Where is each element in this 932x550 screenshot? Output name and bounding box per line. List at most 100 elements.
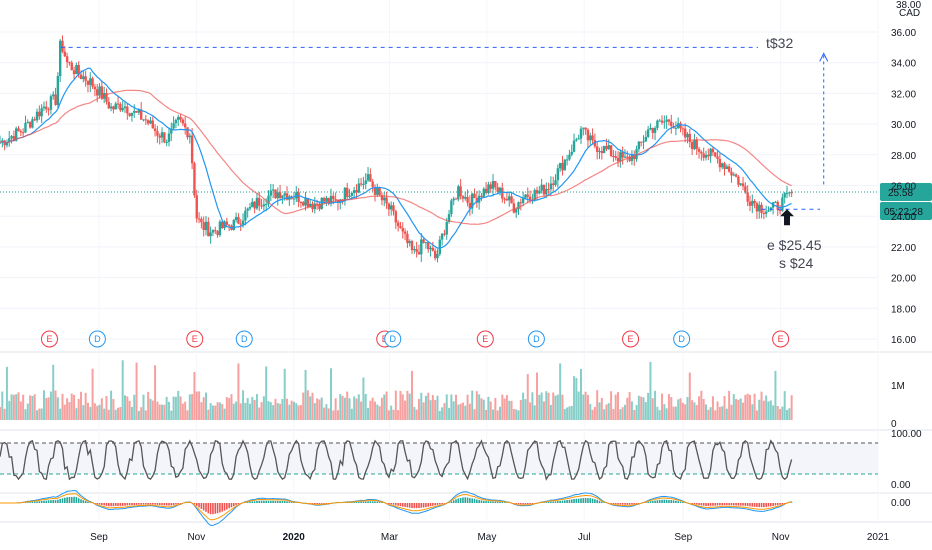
candle-body [447,214,451,222]
candle-body [533,190,536,200]
volume-bar [105,395,108,420]
volume-bar [723,396,726,420]
volume-bar [737,399,740,420]
volume-bar [334,398,337,420]
volume-bar [640,396,643,420]
volume-bar [373,401,376,420]
macd-histogram-bar [482,500,485,503]
volume-bar [776,405,779,420]
macd-histogram-bar [107,503,110,507]
macd-histogram-bar [170,503,173,506]
macd-histogram-bar [550,501,552,503]
macd-histogram-bar [626,503,629,505]
candle-body [737,176,740,185]
macd-histogram-bar [360,501,362,503]
volume-bar [728,390,731,420]
macd-histogram-bar [765,503,767,507]
macd-histogram-bar [476,499,478,503]
volume-bar [91,368,94,420]
macd-histogram-bar [158,503,161,506]
macd-histogram-bar [64,497,66,503]
candle-body [651,128,654,133]
candle-body [119,104,122,111]
candle-body [593,140,597,147]
volume-bar [424,395,427,420]
volume-bar [269,402,272,420]
macd-histogram-bar [633,503,636,505]
volume-bar [195,391,198,420]
candle-body [730,171,733,176]
macd-histogram-bar [244,502,247,503]
candle-body [146,120,150,124]
macd-histogram-bar [563,500,566,503]
macd-histogram-bar [230,503,233,508]
macd-histogram-bar [679,501,682,503]
volume-bar [573,376,576,420]
currency-label: CAD [899,8,920,19]
x-axis-label: Mar [381,532,399,543]
macd-histogram-bar [272,500,274,503]
event-markers[interactable]: EDEDEDEDEDE [40,330,790,348]
candle-body [727,166,731,172]
volume-bar [350,408,353,420]
candle-body [339,199,342,203]
volume-bar [545,391,548,420]
candle-body [690,141,694,150]
candle-body [170,128,173,134]
volume-bar [38,408,41,420]
candle-body [758,204,761,212]
volume-pane [0,360,793,420]
event-marker-label: E [778,334,784,344]
volume-bar [59,408,62,420]
macd-histogram-bar [494,501,497,503]
candle-body [369,174,372,182]
macd-histogram-bar [253,501,256,503]
volume-bar [746,393,749,420]
macd-histogram-bar [232,503,235,507]
volume-bar [93,403,96,420]
volume-bar [589,403,592,420]
candle-body [440,233,444,240]
candle-body [734,174,738,177]
macd-histogram-bar [195,503,198,506]
volume-bar [693,402,696,420]
macd-histogram-bar [661,499,663,503]
volume-bar [244,402,247,420]
macd-histogram-bar [415,503,418,509]
macd-histogram-bar [492,501,494,503]
volume-bar [123,395,126,420]
macd-histogram-bar [589,498,592,503]
macd-histogram-bar [691,503,693,504]
candle-body [501,187,504,199]
volume-bar [753,393,756,420]
price-tick-label: 30.00 [891,120,916,131]
macd-histogram-bar [411,503,413,509]
macd-histogram-bar [614,503,617,505]
volume-bar [313,403,316,420]
volume-bar [191,394,194,420]
volume-bar [603,409,606,420]
stoch-top-label: 100.00 [891,429,922,440]
macd-histogram-bar [68,497,71,503]
volume-bar [503,398,506,420]
macd-histogram-bar [749,503,751,507]
volume-bar [445,394,448,420]
candle-body [473,193,476,198]
volume-bar [512,409,515,420]
price-tick-label: 24.00 [891,212,916,223]
macd-histogram-bar [672,500,675,503]
candle-body [86,80,90,85]
candle-body [15,128,18,141]
candle-body [158,135,161,138]
macd-histogram-bar [406,503,409,508]
fast-moving-average-line [0,67,792,249]
volume-bar [225,397,228,420]
macd-histogram-bar [540,502,543,503]
macd-histogram-bar [422,503,425,508]
volume-bar [170,410,173,420]
macd-histogram-bar [38,501,41,503]
candle-body [376,187,379,195]
macd-histogram-bar [432,503,434,506]
macd-histogram-bar [427,503,430,507]
